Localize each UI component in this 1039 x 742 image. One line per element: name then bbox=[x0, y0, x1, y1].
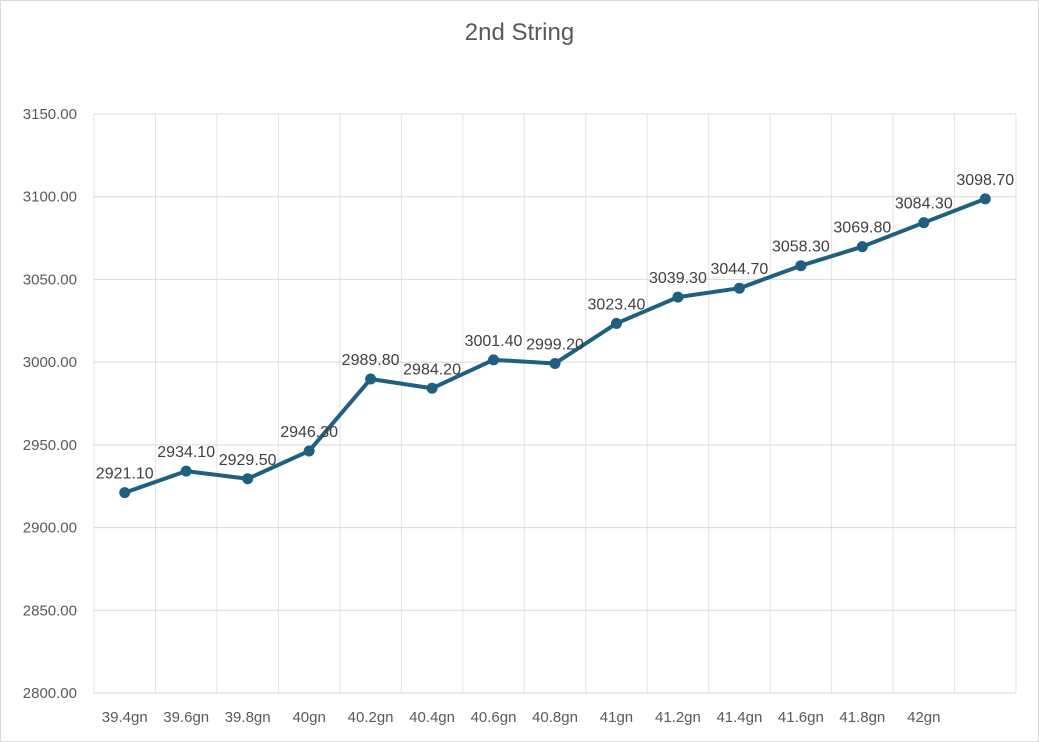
data-label: 2929.50 bbox=[219, 452, 277, 469]
x-tick-label: 39.6gn bbox=[163, 709, 209, 726]
x-tick-label: 39.8gn bbox=[225, 709, 271, 726]
y-tick-label: 3000.00 bbox=[23, 354, 77, 371]
data-point bbox=[795, 260, 807, 272]
x-tick-label: 40.2gn bbox=[348, 709, 394, 726]
grid-layer bbox=[93, 113, 1017, 694]
data-label: 2984.20 bbox=[403, 361, 461, 378]
data-point bbox=[610, 317, 622, 329]
data-label: 3058.30 bbox=[772, 239, 830, 256]
data-point bbox=[119, 487, 131, 499]
data-point bbox=[180, 465, 192, 477]
y-tick-label: 2950.00 bbox=[23, 437, 77, 454]
data-point bbox=[488, 354, 500, 366]
data-label: 2921.10 bbox=[96, 466, 154, 483]
series-layer bbox=[119, 193, 991, 499]
data-point bbox=[979, 193, 991, 205]
data-label: 3039.30 bbox=[649, 270, 707, 287]
data-label: 3084.30 bbox=[895, 196, 953, 213]
axis-layer: 2800.00 2850.00 2900.00 2950.00 3000.00 3050.… bbox=[23, 106, 941, 726]
x-tick-label: 41.2gn bbox=[655, 709, 701, 726]
data-point bbox=[672, 291, 684, 303]
data-point bbox=[733, 282, 745, 294]
y-tick-label: 3100.00 bbox=[23, 189, 77, 206]
y-tick-label: 3150.00 bbox=[23, 106, 77, 123]
data-point bbox=[549, 357, 561, 369]
x-tick-label: 40gn bbox=[292, 709, 325, 726]
data-point bbox=[365, 373, 377, 385]
y-tick-label: 2850.00 bbox=[23, 602, 77, 619]
data-label: 2946.30 bbox=[280, 424, 338, 441]
y-tick-label: 2800.00 bbox=[23, 685, 77, 702]
data-label: 2999.20 bbox=[526, 336, 584, 353]
y-tick-label: 3050.00 bbox=[23, 271, 77, 288]
data-label: 3044.70 bbox=[710, 261, 768, 278]
data-label: 2989.80 bbox=[342, 352, 400, 369]
data-label: 3001.40 bbox=[465, 333, 523, 350]
data-point bbox=[242, 473, 254, 485]
data-label: 2934.10 bbox=[157, 444, 215, 461]
data-point bbox=[303, 445, 315, 457]
x-tick-label: 41.4gn bbox=[716, 709, 762, 726]
data-point bbox=[426, 382, 438, 394]
x-tick-label: 41gn bbox=[600, 709, 633, 726]
data-label: 3069.80 bbox=[833, 220, 891, 237]
x-tick-label: 41.8gn bbox=[839, 709, 885, 726]
data-point bbox=[918, 217, 930, 229]
x-tick-label: 40.6gn bbox=[471, 709, 517, 726]
x-tick-label: 42gn bbox=[907, 709, 940, 726]
x-tick-label: 40.4gn bbox=[409, 709, 455, 726]
x-tick-label: 41.6gn bbox=[778, 709, 824, 726]
y-tick-label: 2900.00 bbox=[23, 520, 77, 537]
data-label: 3098.70 bbox=[956, 172, 1014, 189]
chart-title: 2nd String bbox=[464, 19, 575, 46]
data-point bbox=[856, 241, 868, 253]
data-label: 3023.40 bbox=[588, 296, 646, 313]
x-tick-label: 40.8gn bbox=[532, 709, 578, 726]
x-tick-label: 39.4gn bbox=[102, 709, 148, 726]
